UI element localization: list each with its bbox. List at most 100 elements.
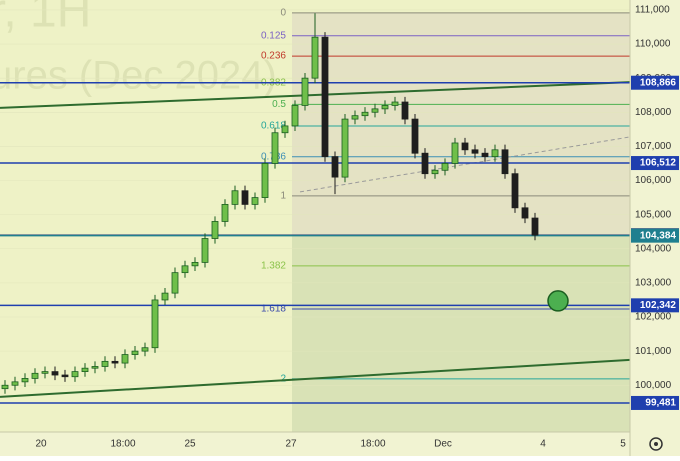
candle-body	[341, 118, 349, 178]
candle-body	[241, 190, 249, 205]
candle-body	[171, 272, 179, 294]
candle-body	[391, 101, 399, 106]
candle-body	[1, 384, 9, 390]
candle-body	[411, 118, 419, 154]
y-tick-label: 105,000	[635, 209, 672, 220]
candle-body	[91, 366, 99, 369]
candle-body	[51, 371, 59, 376]
candle-body	[201, 238, 209, 263]
fib-label: 0.236	[261, 51, 286, 62]
candle-body	[301, 77, 309, 106]
candle-body	[521, 207, 529, 219]
level-label: 106,512	[640, 158, 677, 169]
candle-body	[471, 149, 479, 154]
candle-body	[431, 169, 439, 175]
fib-label: 0.5	[272, 99, 286, 110]
level-tag	[631, 156, 679, 171]
x-tick-label: 5	[620, 439, 626, 450]
candle-body	[131, 350, 139, 355]
y-tick-label: 104,000	[635, 243, 672, 254]
fib-zone-lower	[292, 235, 630, 432]
y-tick-label: 106,000	[635, 175, 672, 186]
level-tag	[631, 298, 679, 313]
candle-body	[491, 149, 499, 158]
level-tag	[631, 228, 679, 243]
candle-body	[421, 152, 429, 175]
axes: 100,000 101,000 102,000 103,000 104,000 105,0…	[35, 5, 679, 450]
candle-body	[221, 203, 229, 222]
candle-body	[11, 381, 19, 386]
y-tick-label: 110,000	[635, 39, 671, 50]
candle-body	[61, 374, 69, 378]
candle-body	[251, 197, 259, 205]
y-tick-label: 101,000	[635, 346, 672, 357]
y-tick-label: 108,000	[635, 107, 672, 118]
candle-body	[531, 217, 539, 236]
fib-label: 0.125	[261, 30, 286, 41]
level-label: 108,866	[640, 77, 677, 88]
candle-body	[151, 299, 159, 349]
level-label: 102,342	[640, 300, 677, 311]
candle-body	[211, 221, 219, 239]
candle-body	[441, 163, 449, 171]
candle-body	[21, 378, 29, 383]
target-marker	[547, 290, 569, 312]
candle-body	[261, 163, 269, 198]
watermark: r, 1H	[0, 0, 91, 38]
settings-icon-center	[654, 442, 658, 446]
y-tick-label: 100,000	[635, 380, 672, 391]
time-axis	[0, 432, 630, 456]
level-label: 99,481	[645, 398, 676, 409]
candle-body	[161, 292, 169, 301]
candle-body	[181, 265, 189, 274]
fib-label: 0	[280, 8, 286, 19]
candle-body	[481, 152, 489, 158]
candle-body	[501, 149, 509, 175]
candle-body	[231, 190, 239, 205]
fib-label: 2	[280, 374, 286, 385]
settings-icon[interactable]	[649, 437, 663, 451]
x-tick-label: 4	[540, 439, 546, 450]
x-tick-label: 20	[35, 439, 47, 450]
candle-body	[321, 36, 329, 158]
candle-body	[361, 111, 369, 117]
candle-body	[41, 371, 49, 374]
level-label: 104,384	[640, 230, 677, 241]
x-tick-label: 18:00	[110, 439, 135, 450]
level-tag	[631, 75, 679, 90]
candle-body	[311, 36, 319, 79]
candle-body	[271, 132, 279, 164]
candle-body	[291, 105, 299, 127]
y-tick-label: 103,000	[635, 278, 672, 289]
fib-label: 0.618	[261, 121, 286, 132]
candle-body	[381, 105, 389, 110]
candle-body	[81, 367, 89, 373]
candle-body	[101, 360, 109, 367]
candle-body	[121, 354, 129, 364]
x-tick-label: 18:00	[360, 439, 385, 450]
y-tick-label: 102,000	[635, 312, 672, 323]
candle-body	[31, 372, 39, 379]
x-tick-label: 25	[184, 439, 196, 450]
plot: 00.1250.2360.3820.50.6180.78611.3821.618…	[0, 8, 631, 404]
trend-line	[0, 358, 631, 398]
candle-body	[401, 101, 409, 120]
fib-label: 1.618	[261, 304, 286, 315]
x-tick-label: 27	[285, 439, 297, 450]
fib-label: 1	[280, 191, 286, 202]
y-tick-label: 111,000	[635, 5, 670, 16]
candle-body	[191, 262, 199, 267]
candle-body	[111, 360, 119, 364]
fib-label: 1.382	[261, 260, 286, 271]
candle-body	[141, 347, 149, 352]
level-tag	[631, 395, 679, 410]
y-tick-label: 107,000	[635, 141, 672, 152]
watermark: ures (Dec 2024)	[0, 54, 277, 98]
candle-body	[371, 108, 379, 113]
candle-body	[71, 371, 79, 378]
trend-line	[0, 81, 631, 109]
candle-body	[331, 156, 339, 178]
candle-body	[461, 142, 469, 151]
candle-body	[351, 115, 359, 120]
